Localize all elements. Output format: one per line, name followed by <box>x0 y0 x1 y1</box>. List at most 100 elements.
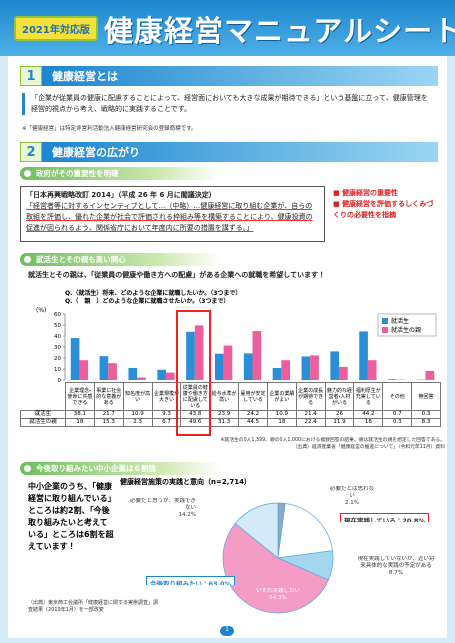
bar <box>252 331 262 380</box>
callout-text: 今後取り組みたい：63.0% <box>146 576 236 585</box>
callout: 今後取り組みたい：63.0% <box>146 576 236 585</box>
y-tick-label: 0 <box>58 378 62 382</box>
legend-swatch <box>382 327 388 333</box>
value-cell: 0.7 <box>382 410 413 419</box>
lead-text: 就活生とその親は、「従業員の健康や働き方への配慮」がある企業への就職を希望してい… <box>28 271 326 279</box>
value-row: 就活生 38.1 21.7 10.9 9.3 43.8 23.9 24.2 10.9 21.4 26… <box>20 410 441 419</box>
category-label: 知名度が高い <box>122 382 153 411</box>
value-cell: 38.1 <box>65 410 95 419</box>
bar <box>310 355 319 380</box>
edition-badge: 2021年対応版 <box>14 16 98 41</box>
value-cell: 44.2 <box>353 410 384 419</box>
section-header: 1 健康経営とは <box>20 66 438 86</box>
category-label: 企業の業績がよい <box>266 382 297 411</box>
bar <box>137 377 146 380</box>
y-tick-label: 10 <box>54 367 61 373</box>
questions: Q.（就活生）将来、どのような企業に就職したいか。（3つまで） Q.（ 親 ）ど… <box>65 290 241 306</box>
chart-notes: ※就活生の0人1,399、親の0人1,000における複数回答の結果。親は就活生の… <box>150 437 445 451</box>
bar <box>243 353 253 380</box>
page-number: 1 <box>220 626 234 636</box>
value-cell: 15.3 <box>93 418 124 427</box>
point: ■ 健康経営を評価するしくみづくりの必要性を指摘 <box>333 200 434 219</box>
highlight-frame <box>176 310 211 436</box>
y-tick-label: 20 <box>54 356 61 362</box>
slice-label-box: 現在実践していないが、近い将来具体的な実践の予定がある 8.7% <box>356 556 436 577</box>
y-tick-label: 40 <box>54 334 61 340</box>
subsection-title: 就活生とその親も高い関心 <box>20 253 220 266</box>
point-text: 健康経営を評価するしくみづくりの必要性を指摘 <box>333 200 434 219</box>
legend-frame <box>377 313 437 337</box>
bar <box>301 356 311 380</box>
question: Q.（就活生）将来、どのような企業に就職したいか。（3つまで） <box>65 290 242 297</box>
category-label: 従業員の健康や働き方に配慮している <box>180 382 211 411</box>
point-text: 健康経営の重要性 <box>342 189 399 197</box>
section-title: 健康経営の広がり <box>42 142 438 162</box>
value-cell: 21.7 <box>93 410 124 419</box>
bar <box>388 379 397 380</box>
bar <box>99 356 109 380</box>
series-label: 就活生 <box>20 410 66 419</box>
section-header: 2 健康経営の広がり <box>20 142 438 162</box>
bar <box>165 372 175 380</box>
value-cell: 0.3 <box>382 418 413 427</box>
category-label: その他 <box>382 382 413 411</box>
legend-label: 就活生の親 <box>391 326 421 334</box>
bar <box>425 370 435 380</box>
question: Q.（ 親 ）どのような企業に就職させたいか。（3つまで） <box>65 298 230 305</box>
callout: 現在実践している：20.8% <box>340 513 429 522</box>
slice-label-box: 必要だとは思わない 2.1% <box>328 486 376 507</box>
slice-value: 54.3% <box>269 595 287 601</box>
corner-cell <box>21 383 66 411</box>
slice-name: 現在実践していないが、近い将来具体的な実践の予定がある <box>357 556 435 569</box>
slice-value: 2.1% <box>345 500 359 506</box>
bar <box>128 368 138 380</box>
note: （出典）経済産業省「健康経営の推進について」（令和元年11月）資料 <box>292 445 445 450</box>
bar <box>186 331 195 380</box>
pie-slice <box>234 502 279 559</box>
category-label: 魅力的な経営者・人材がいる <box>324 382 355 411</box>
quote-box: 「日本再興戦略改訂 2014」（平成 26 年 6 月に閣議決定） 「経営者等に… <box>20 186 325 242</box>
value-cell: 31.3 <box>209 418 240 427</box>
slice-name: 必要だと思うが、実践できない <box>130 498 196 511</box>
category-label: 企業理念・使命に共感できる <box>65 382 95 411</box>
series-label: 就活生の親 <box>20 418 66 427</box>
section-number: 2 <box>20 142 42 162</box>
value-cell: 22.4 <box>295 418 326 427</box>
value-cell: 11.9 <box>324 418 355 427</box>
trademark-note: ※「健康経営」は特定非営利活動法人健康経営研究会の登録商標です。 <box>22 126 197 132</box>
bar <box>79 360 89 380</box>
pie-slice <box>277 503 333 559</box>
value-cell: 8.3 <box>411 418 441 427</box>
page-title: 健康経営マニュアルシート <box>104 14 455 48</box>
y-tick-label: 30 <box>54 345 61 351</box>
y-tick-label: 50 <box>54 323 61 329</box>
value-cell: 24.2 <box>238 410 268 419</box>
value-cell: 2.3 <box>122 418 153 427</box>
points: ■ 健康経営の重要性 ■ 健康経営を評価するしくみづくりの必要性を指摘 <box>333 188 438 221</box>
bar <box>70 338 80 380</box>
slice-label-box: いずれ実践したい 54.3% <box>248 588 308 602</box>
data-table: 企業理念・使命に共感できる 事業に社会的な意義がある 知名度が高い 企業規模が大きい従… <box>20 382 441 427</box>
header-row: 企業理念・使命に共感できる 事業に社会的な意義がある 知名度が高い 企業規模が大きい従… <box>21 382 441 411</box>
category-label: 無回答 <box>411 382 441 411</box>
y-axis-label: (%) <box>36 307 46 314</box>
bar <box>108 363 117 380</box>
bar <box>330 351 340 380</box>
subsection-title: 今後取り組みたい中小企業は６割強 <box>20 462 220 475</box>
bar <box>194 325 204 380</box>
bar <box>339 366 348 380</box>
value-cell: 23.9 <box>209 410 240 419</box>
bar <box>281 360 290 380</box>
bar <box>215 353 224 380</box>
value-cell: 44.5 <box>238 418 268 427</box>
legend-label: 就活生 <box>391 317 409 325</box>
slice-value: 14.2% <box>178 512 196 518</box>
value-row: 就活生の親 18 15.3 2.3 6.7 49.6 31.3 44.5 18 22.4 11.9 1… <box>20 418 441 427</box>
slice-name: 必要だとは思わない <box>329 486 374 499</box>
